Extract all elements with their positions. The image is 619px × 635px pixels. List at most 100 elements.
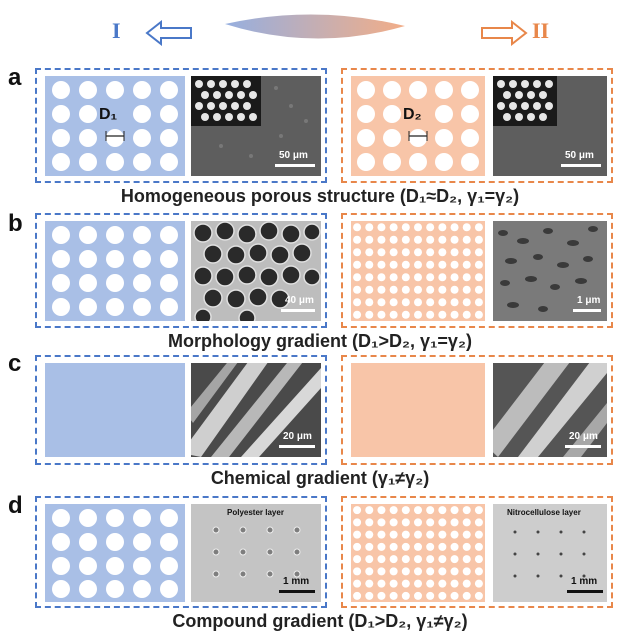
panel-b-right-pore-schematic <box>351 221 485 321</box>
pore-circle <box>438 235 447 244</box>
pore-circle <box>377 542 386 551</box>
pore-circle <box>450 530 459 539</box>
panel-a-right-scale-label: 50 μm <box>565 150 594 161</box>
pore-circle <box>426 567 435 576</box>
pore-circle <box>389 567 398 576</box>
pore-circle <box>365 591 374 600</box>
panel-letter-b: b <box>8 210 23 237</box>
panel-a-right-pore-schematic <box>351 76 485 176</box>
panel-d-right-pore-schematic <box>351 504 485 602</box>
pore-circle <box>438 567 447 576</box>
panel-c-left-chemistry-block <box>45 363 185 457</box>
pore-circle <box>414 260 422 269</box>
pore-circle <box>353 260 362 269</box>
panel-a-left-scale-label: 50 μm <box>279 150 308 161</box>
pore-circle <box>401 518 410 527</box>
header-label-ii: II <box>532 18 550 43</box>
pore-circle <box>414 298 422 307</box>
pore-circle <box>389 555 398 564</box>
pore-circle <box>462 260 471 269</box>
panel-c-right-sem-image: 20 μm <box>493 363 607 457</box>
pore-circle <box>450 555 459 564</box>
panel-a-caption: Homogeneous porous structure (D₁≈D₂, γ₁=… <box>120 186 520 206</box>
pore-circle <box>414 542 422 551</box>
panel-a-left-pore-schematic <box>45 76 185 176</box>
pore-circle <box>438 298 447 307</box>
pore-circle <box>450 298 459 307</box>
pore-circle <box>450 579 459 588</box>
pore-circle <box>389 579 398 588</box>
panel-b-left-sem-image: 40 μm <box>191 221 321 321</box>
pore-circle <box>414 579 422 588</box>
pore-circle <box>353 579 362 588</box>
pore-circle <box>401 235 410 244</box>
pore-circle <box>353 273 362 282</box>
pore-circle <box>426 235 435 244</box>
pore-circle <box>426 591 435 600</box>
pore-circle <box>426 518 435 527</box>
pore-circle <box>438 518 447 527</box>
pore-circle <box>414 506 422 515</box>
pore-circle <box>474 542 483 551</box>
pore-circle <box>438 555 447 564</box>
pore-circle <box>462 591 471 600</box>
panel-a-left-frame: D₁ 50 μm <box>35 68 327 183</box>
panel-b-left-frame: 40 μm <box>35 213 327 328</box>
panel-d-left-photo: Polyester layer 1 mm <box>191 504 321 602</box>
panel-letter-c: c <box>8 350 22 377</box>
pore-circle <box>438 591 447 600</box>
panel-c-left-sem-image: 20 μm <box>191 363 321 457</box>
pore-circle <box>377 298 386 307</box>
pore-circle <box>401 298 410 307</box>
pore-circle <box>426 530 435 539</box>
panel-a-d2-label: D₂ <box>403 106 422 123</box>
pore-circle <box>365 579 374 588</box>
pore-circle <box>389 273 398 282</box>
pore-circle <box>389 518 398 527</box>
pore-circle <box>462 248 471 257</box>
arrow-right-icon <box>481 20 528 46</box>
pore-circle <box>389 235 398 244</box>
pore-circle <box>426 285 435 294</box>
pore-circle <box>401 223 410 232</box>
pore-circle <box>438 310 447 319</box>
pore-circle <box>426 223 435 232</box>
pore-circle <box>462 567 471 576</box>
pore-circle <box>353 298 362 307</box>
pore-circle <box>462 273 471 282</box>
panel-c-left-frame: 20 μm <box>35 355 327 465</box>
panel-d-right-scale-bar <box>567 590 603 593</box>
pore-circle <box>462 530 471 539</box>
panel-d-right-scale-label: 1 mm <box>571 576 598 587</box>
panel-c-right-chemistry-block <box>351 363 485 457</box>
pore-circle <box>377 555 386 564</box>
pore-circle <box>377 223 386 232</box>
pore-circle <box>389 298 398 307</box>
pore-circle <box>462 506 471 515</box>
pore-circle <box>414 518 422 527</box>
pore-circle <box>401 273 410 282</box>
pore-circle <box>365 555 374 564</box>
pore-circle <box>389 260 398 269</box>
pore-circle <box>365 506 374 515</box>
pore-circle <box>389 542 398 551</box>
curved-membrane-icon <box>225 14 405 39</box>
pore-circle <box>377 591 386 600</box>
pore-circle <box>426 298 435 307</box>
pore-circle <box>401 285 410 294</box>
pore-circle <box>474 591 483 600</box>
pore-circle <box>401 542 410 551</box>
panel-b-right-sem-image: 1 μm <box>493 221 607 321</box>
panel-d-right-photo: Nitrocellulose layer 1 mm <box>493 504 607 602</box>
panel-c-left-scale-bar <box>279 445 315 448</box>
panel-b-right-scale-label: 1 μm <box>577 295 601 306</box>
panel-a-left-sem-image: 50 μm <box>191 76 321 176</box>
pore-circle <box>353 591 362 600</box>
pore-circle <box>426 260 435 269</box>
panel-d-left-pore-schematic <box>45 504 185 602</box>
pore-circle <box>377 285 386 294</box>
pore-circle <box>401 567 410 576</box>
pore-circle <box>462 298 471 307</box>
pore-circle <box>365 298 374 307</box>
pore-circle <box>365 248 374 257</box>
